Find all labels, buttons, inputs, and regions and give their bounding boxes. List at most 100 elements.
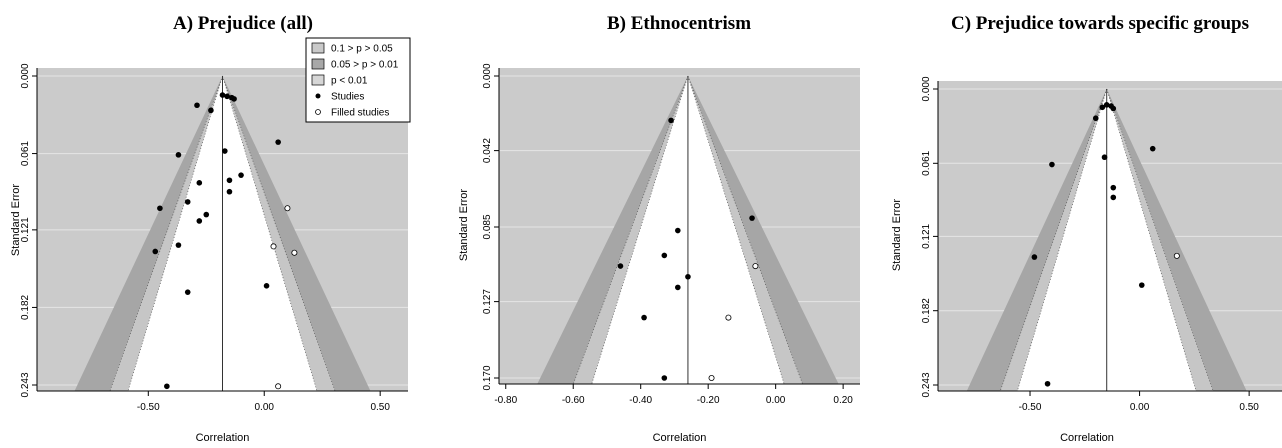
y-tick-label: 0.061 (921, 150, 932, 175)
study-point (617, 263, 624, 269)
study-point (1138, 282, 1145, 288)
study-point (1149, 145, 1156, 152)
study-point (1031, 254, 1038, 260)
chart-title: B) Ethnocentrism (607, 13, 751, 34)
study-point (226, 177, 233, 184)
filled-study-point (752, 263, 759, 270)
study-point (164, 383, 170, 390)
x-tick-label: 0.20 (833, 395, 853, 406)
x-tick-label: 0.00 (255, 402, 275, 413)
y-axis-label: Standard Error (458, 189, 470, 261)
x-tick-label: 0.50 (370, 402, 390, 413)
study-point (184, 289, 191, 295)
study-point (1049, 161, 1055, 168)
study-point (641, 314, 647, 321)
funnel-boundary-line (222, 75, 318, 392)
y-axis-label: Standard Error (10, 184, 22, 256)
study-point (203, 211, 210, 218)
legend-swatch (311, 74, 325, 86)
y-tick-label: 0.243 (20, 372, 31, 397)
filled-study-point (275, 383, 282, 390)
legend-swatch (311, 58, 325, 70)
filled-study-point (291, 249, 298, 256)
study-point (675, 284, 681, 291)
study-point (175, 152, 182, 158)
x-tick-label: -0.40 (629, 395, 652, 406)
legend-label: 0.1 > p > 0.05 (331, 44, 393, 55)
study-point (749, 215, 755, 221)
study-point (226, 188, 233, 195)
study-point (1099, 104, 1106, 111)
panel-b-ethnocentrism: B) Ethnocentrism -0.80 -0.60 -0.40 -0.20 0.00… (458, 13, 860, 444)
legend-swatch (311, 42, 325, 54)
study-point (194, 102, 200, 109)
y-tick-label: 0.127 (482, 289, 493, 314)
x-tick-label: 0.50 (1239, 402, 1259, 413)
study-point (1044, 380, 1051, 387)
legend-label: p < 0.01 (331, 76, 368, 87)
y-tick-label: 0.121 (20, 217, 31, 242)
study-point (184, 199, 191, 205)
legend-label: Studies (331, 92, 364, 103)
legend-label: Filled studies (331, 108, 389, 119)
y-tick-label: 0.085 (482, 214, 493, 239)
study-point (275, 139, 281, 145)
chart-title: A) Prejudice (all) (173, 13, 313, 34)
study-point (1110, 184, 1117, 191)
study-point (152, 248, 159, 255)
study-point (157, 205, 163, 212)
y-tick-label: 0.061 (20, 141, 31, 166)
y-tick-label: 0.121 (921, 223, 932, 248)
x-tick-label: -0.80 (494, 395, 517, 406)
study-point (238, 172, 244, 178)
study-point (661, 375, 668, 381)
study-point (196, 180, 203, 186)
filled-study-point (284, 205, 291, 212)
y-tick-label: 0.042 (482, 138, 493, 163)
study-point (224, 93, 230, 100)
panel-a-prejudice-all: A) Prejudice (all) -0.50 0.00 0.50 0.000 0.06… (10, 13, 408, 444)
y-axis-label: Standard Error (891, 199, 903, 271)
funnel-boundary-line (572, 75, 689, 385)
study-point (263, 283, 270, 289)
x-tick-label: -0.50 (1019, 402, 1042, 413)
study-point (196, 218, 203, 224)
x-tick-label: -0.50 (137, 402, 160, 413)
legend-marker-filled (315, 109, 321, 115)
y-tick-label: 0.182 (921, 298, 932, 323)
study-point (1103, 102, 1110, 108)
x-tick-label: 0.00 (1130, 402, 1150, 413)
study-point (1110, 194, 1117, 201)
filled-study-point (1173, 252, 1180, 259)
y-tick-label: 0.243 (921, 372, 932, 397)
study-point (1101, 154, 1108, 161)
study-point (661, 252, 668, 259)
y-tick-label: 0.170 (482, 365, 493, 390)
study-point (222, 148, 228, 154)
y-tick-label: 0.000 (20, 63, 31, 88)
y-tick-label: 0.000 (482, 63, 493, 88)
funnel-boundary-line (127, 75, 223, 392)
funnel-boundary-line (687, 75, 803, 385)
study-point (231, 96, 237, 102)
x-tick-label: 0.00 (766, 395, 786, 406)
legend-marker-studies (315, 93, 321, 99)
y-tick-label: 0.000 (921, 76, 932, 101)
study-point (675, 227, 681, 234)
y-tick-label: 0.182 (20, 294, 31, 319)
study-point (219, 92, 226, 98)
study-point (685, 273, 691, 280)
legend-label: 0.05 > p > 0.01 (331, 60, 399, 71)
x-axis-label: Correlation (1060, 432, 1114, 444)
x-axis-label: Correlation (653, 432, 707, 444)
chart-title: C) Prejudice towards specific groups (951, 13, 1249, 34)
filled-study-point (725, 314, 732, 321)
x-tick-label: -0.20 (697, 395, 720, 406)
study-point (1110, 105, 1117, 112)
study-point (1092, 115, 1099, 122)
study-point (208, 107, 214, 114)
filled-study-point (708, 374, 715, 381)
study-point (175, 242, 182, 248)
study-point (668, 117, 674, 124)
